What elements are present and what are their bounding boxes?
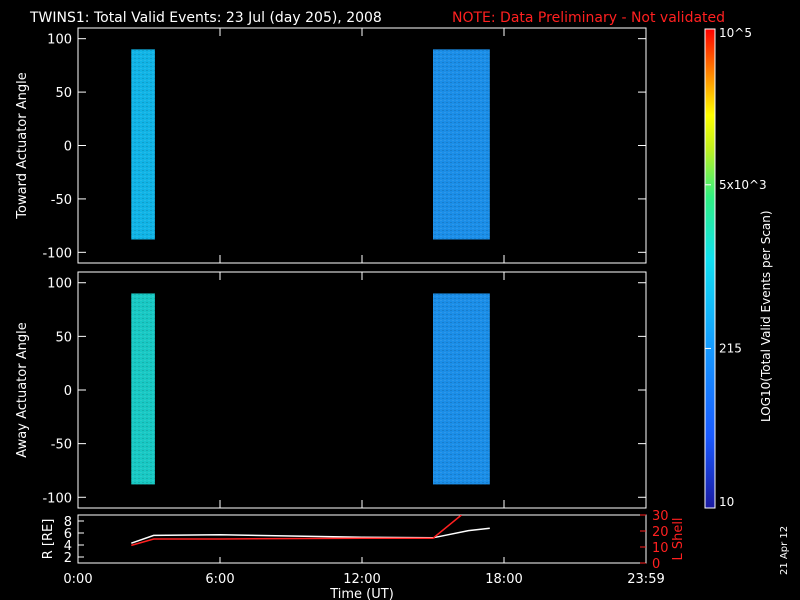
x-axis-label: Time (UT)	[329, 587, 394, 600]
y-axis-label: Toward Actuator Angle	[15, 72, 30, 219]
colorbar-tick-label: 10^5	[719, 26, 752, 40]
y-axis-label: R [RE]	[41, 519, 56, 560]
x-tick-label: 23:59	[627, 572, 664, 587]
y-tick-label: -50	[51, 193, 72, 208]
preliminary-note: NOTE: Data Preliminary - Not validated	[452, 10, 725, 26]
away-actuator-panel: 100 50 0 -50 -100 Away Actuator Angle	[15, 271, 647, 509]
y-tick-label: 100	[47, 33, 72, 48]
y-tick-label: 0	[64, 384, 72, 399]
colorbar-label: LOG10(Total Valid Events per Scan)	[759, 210, 773, 422]
y-tick-label: 4	[64, 539, 72, 554]
heatmap-texture	[433, 293, 490, 485]
panel-frame	[77, 27, 647, 264]
y-tick-label: 6	[64, 527, 72, 542]
date-stamp: 21 Apr 12	[779, 526, 790, 575]
y-tick-label: 8	[64, 515, 72, 530]
colorbar: LOG10(Total Valid Events per Scan) 10 215…	[704, 26, 773, 509]
toward-actuator-panel: 100 50 0 -50 -100 Toward Actuator Angle	[15, 27, 647, 264]
x-tick-label: 18:00	[485, 572, 522, 587]
y-tick-label: 0	[64, 140, 72, 155]
heatmap-texture	[131, 293, 155, 485]
y2-tick-label: 20	[652, 525, 669, 540]
heatmap-texture	[131, 49, 155, 240]
x-tick-label: 12:00	[343, 572, 380, 587]
colorbar-tick-label: 5x10^3	[719, 178, 767, 192]
colorbar-gradient	[704, 28, 716, 509]
y-tick-label: -100	[42, 491, 72, 506]
chart-title: TWINS1: Total Valid Events: 23 Jul (day …	[29, 10, 382, 26]
colorbar-tick-label: 10	[719, 495, 734, 509]
y-tick-label: 2	[64, 551, 72, 566]
y-tick-label: 50	[55, 330, 72, 345]
y-tick-label: -50	[51, 438, 72, 453]
time-axis: 0:00 6:00 12:00 18:00 23:59 Time (UT)	[63, 572, 664, 600]
y-axis-label: Away Actuator Angle	[15, 322, 30, 457]
y2-tick-label: 10	[652, 541, 669, 556]
y-tick-label: 100	[47, 277, 72, 292]
x-tick-label: 0:00	[63, 572, 92, 587]
radius-line	[131, 527, 490, 544]
heatmap-texture	[433, 49, 490, 240]
y2-tick-label: 0	[652, 557, 660, 572]
y2-axis-label: L Shell	[671, 517, 686, 560]
y-tick-label: 50	[55, 86, 72, 101]
panel-frame	[77, 271, 647, 509]
l-shell-line	[131, 515, 462, 547]
colorbar-tick-label: 215	[719, 341, 742, 355]
y-tick-label: -100	[42, 246, 72, 261]
x-tick-label: 6:00	[205, 572, 234, 587]
y2-tick-label: 30	[652, 509, 669, 524]
